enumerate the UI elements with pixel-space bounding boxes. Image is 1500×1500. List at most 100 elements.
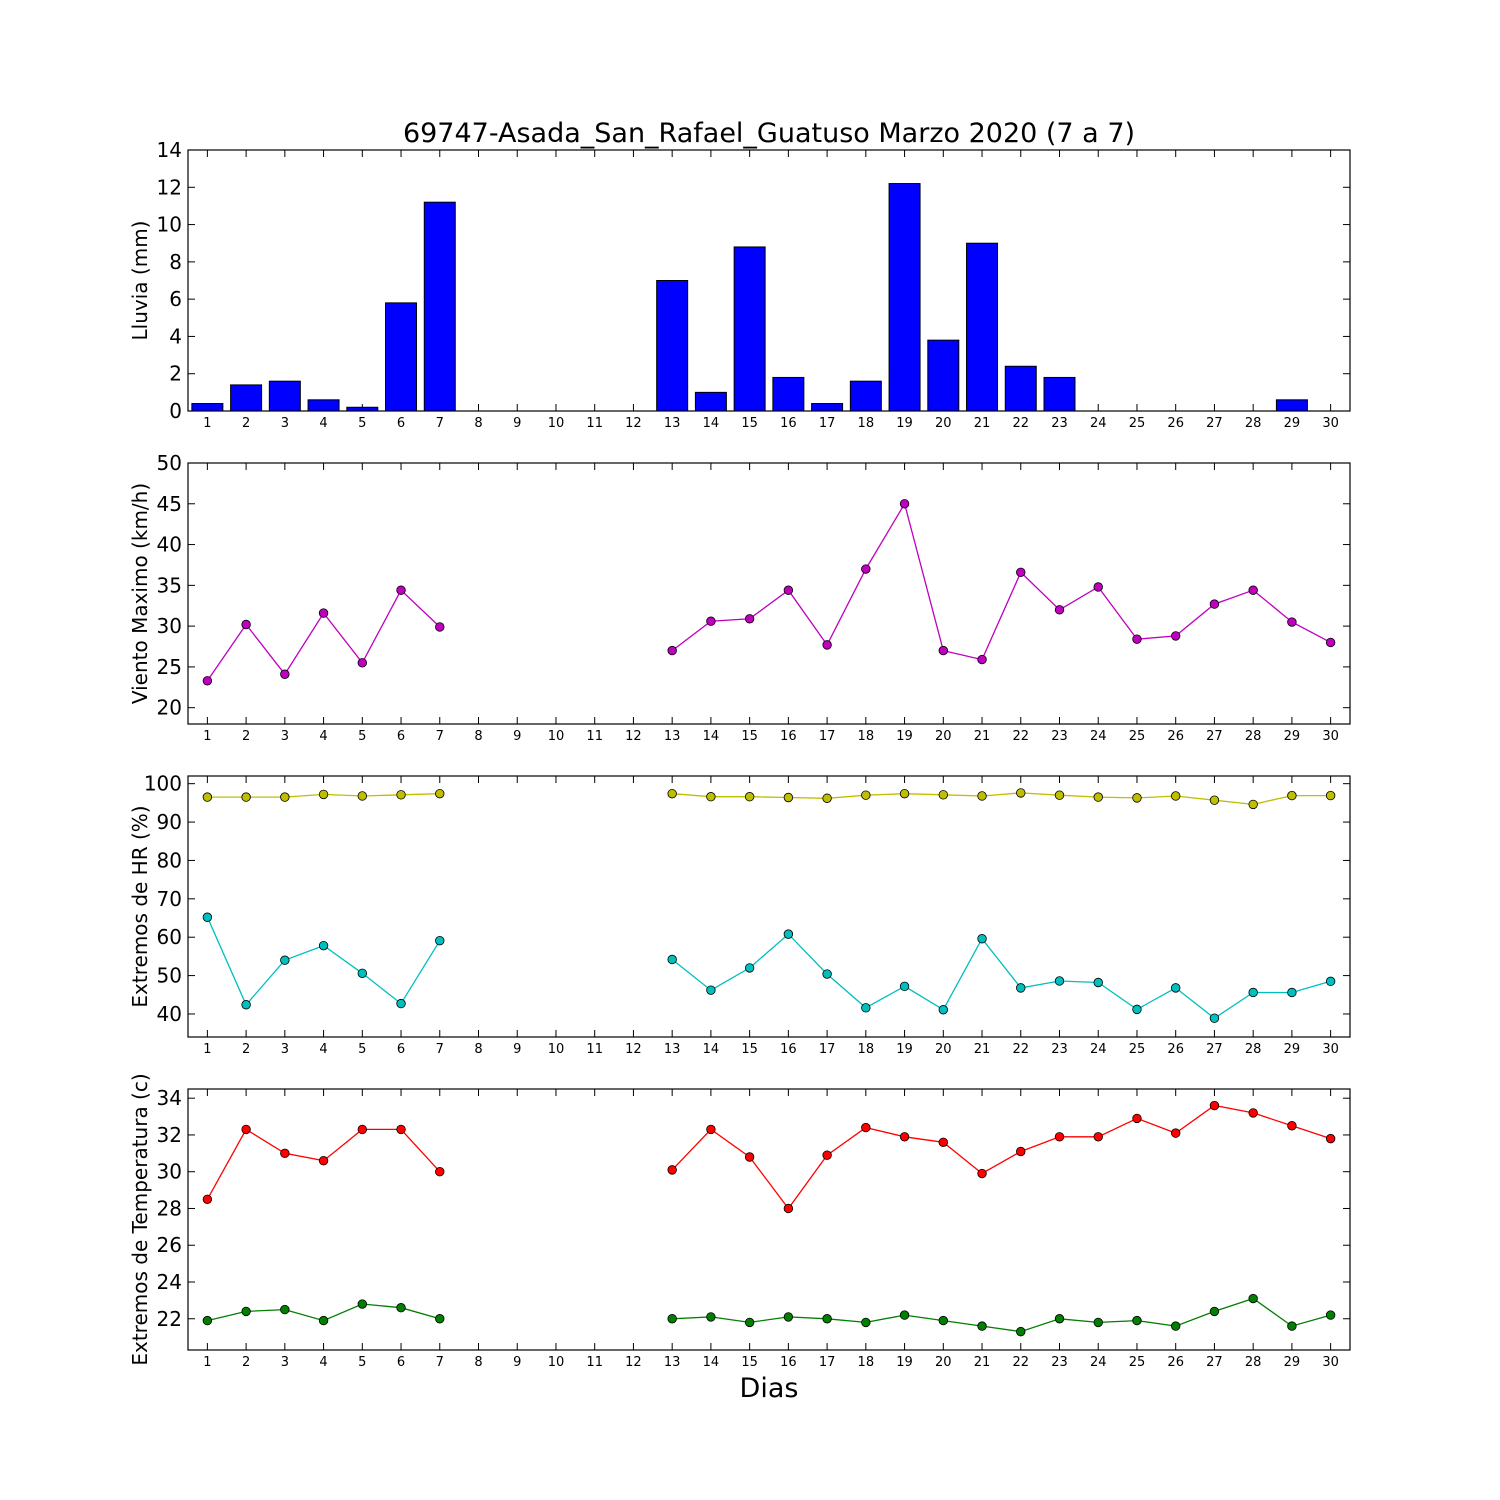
data-point bbox=[744, 792, 755, 802]
y-tick-label: 45 bbox=[157, 492, 182, 516]
x-tick-label: 8 bbox=[474, 729, 482, 744]
data-point bbox=[241, 792, 251, 802]
data-point bbox=[938, 1005, 949, 1015]
x-tick-label: 24 bbox=[1090, 1355, 1107, 1370]
x-tick-label: 7 bbox=[436, 416, 444, 431]
x-tick-label: 1 bbox=[203, 1355, 211, 1370]
data-point bbox=[1016, 567, 1026, 577]
data-point bbox=[202, 912, 213, 922]
data-point bbox=[1016, 1146, 1026, 1157]
bar bbox=[1043, 376, 1076, 412]
data-point bbox=[357, 1124, 368, 1135]
y-axis-label: Viento Maximo (km/h) bbox=[128, 483, 152, 704]
data-point bbox=[1325, 790, 1336, 801]
x-tick-label: 27 bbox=[1206, 416, 1223, 431]
data-point bbox=[938, 790, 949, 800]
data-point bbox=[899, 1310, 910, 1320]
x-tick-label: 8 bbox=[474, 1355, 482, 1370]
data-point bbox=[1054, 976, 1065, 986]
x-tick-label: 29 bbox=[1284, 1042, 1301, 1057]
x-tick-label: 16 bbox=[780, 416, 797, 431]
x-tick-label: 7 bbox=[436, 1042, 444, 1057]
x-tick-label: 4 bbox=[319, 729, 327, 744]
bar bbox=[307, 399, 340, 412]
x-tick-label: 23 bbox=[1051, 729, 1068, 744]
data-point bbox=[1132, 634, 1142, 644]
x-tick-label: 2 bbox=[242, 1355, 250, 1370]
x-tick-label: 30 bbox=[1322, 1042, 1339, 1057]
data-point bbox=[706, 1124, 716, 1135]
x-tick-label: 12 bbox=[625, 1355, 642, 1370]
x-tick-label: 3 bbox=[281, 729, 289, 744]
x-tick-label: 22 bbox=[1012, 1355, 1029, 1370]
data-point bbox=[357, 968, 368, 978]
data-point bbox=[977, 654, 987, 665]
x-tick-label: 26 bbox=[1167, 1355, 1184, 1370]
x-tick-label: 6 bbox=[397, 1355, 405, 1370]
x-tick-label: 2 bbox=[242, 416, 250, 431]
y-tick-label: 50 bbox=[157, 451, 182, 475]
x-tick-label: 8 bbox=[474, 1042, 482, 1057]
series-line bbox=[671, 1104, 1331, 1210]
data-point bbox=[1054, 605, 1065, 615]
x-tick-label: 16 bbox=[780, 1355, 797, 1370]
x-tick-label: 14 bbox=[703, 1042, 720, 1057]
x-tick-label: 21 bbox=[974, 1355, 991, 1370]
x-tick-label: 24 bbox=[1090, 416, 1107, 431]
x-tick-label: 4 bbox=[319, 1355, 327, 1370]
data-point bbox=[1093, 792, 1103, 802]
x-tick-label: 9 bbox=[513, 1042, 521, 1057]
data-point bbox=[1248, 799, 1258, 810]
bar bbox=[346, 406, 379, 412]
data-point bbox=[899, 1132, 910, 1142]
y-tick-label: 60 bbox=[157, 925, 182, 949]
x-tick-label: 28 bbox=[1245, 729, 1262, 744]
x-tick-label: 22 bbox=[1012, 729, 1029, 744]
data-point bbox=[1170, 983, 1181, 993]
x-tick-label: 7 bbox=[436, 1355, 444, 1370]
bar bbox=[423, 201, 456, 412]
data-point bbox=[1325, 1310, 1336, 1320]
data-point bbox=[706, 985, 716, 995]
data-point bbox=[396, 1303, 406, 1313]
series-line bbox=[672, 1297, 1331, 1333]
data-point bbox=[202, 676, 213, 686]
x-tick-label: 2 bbox=[242, 729, 250, 744]
plot-area-frame bbox=[187, 775, 1351, 1038]
data-point bbox=[357, 1299, 368, 1309]
y-tick-label: 25 bbox=[157, 655, 182, 679]
y-axis-label: Extremos de HR (%) bbox=[128, 805, 152, 1007]
x-tick-label: 28 bbox=[1245, 1042, 1262, 1057]
x-tick-label: 20 bbox=[935, 1042, 952, 1057]
data-point bbox=[1325, 976, 1336, 987]
y-tick-label: 22 bbox=[157, 1307, 182, 1331]
x-tick-label: 1 bbox=[203, 1042, 211, 1057]
data-point bbox=[435, 788, 445, 799]
data-point bbox=[899, 499, 910, 509]
x-tick-label: 3 bbox=[281, 1355, 289, 1370]
data-point bbox=[396, 585, 406, 595]
data-point bbox=[1093, 1317, 1103, 1328]
bar bbox=[811, 403, 844, 412]
x-tick-label: 15 bbox=[741, 1355, 758, 1370]
data-point bbox=[241, 1124, 251, 1135]
x-tick-label: 3 bbox=[281, 416, 289, 431]
x-tick-label: 16 bbox=[780, 729, 797, 744]
x-tick-label: 25 bbox=[1129, 1355, 1146, 1370]
x-tick-label: 5 bbox=[358, 1042, 366, 1057]
y-tick-label: 14 bbox=[157, 138, 182, 162]
data-point bbox=[1248, 987, 1258, 998]
data-point bbox=[202, 792, 213, 802]
bar bbox=[694, 391, 727, 412]
data-point bbox=[822, 1314, 832, 1324]
data-point bbox=[1209, 599, 1220, 609]
x-tick-label: 20 bbox=[935, 729, 952, 744]
data-point bbox=[1209, 1306, 1220, 1317]
x-tick-label: 7 bbox=[436, 729, 444, 744]
plot-area-frame bbox=[187, 462, 1351, 725]
x-tick-label: 3 bbox=[281, 1042, 289, 1057]
x-tick-label: 27 bbox=[1206, 1042, 1223, 1057]
x-tick-label: 15 bbox=[741, 1042, 758, 1057]
